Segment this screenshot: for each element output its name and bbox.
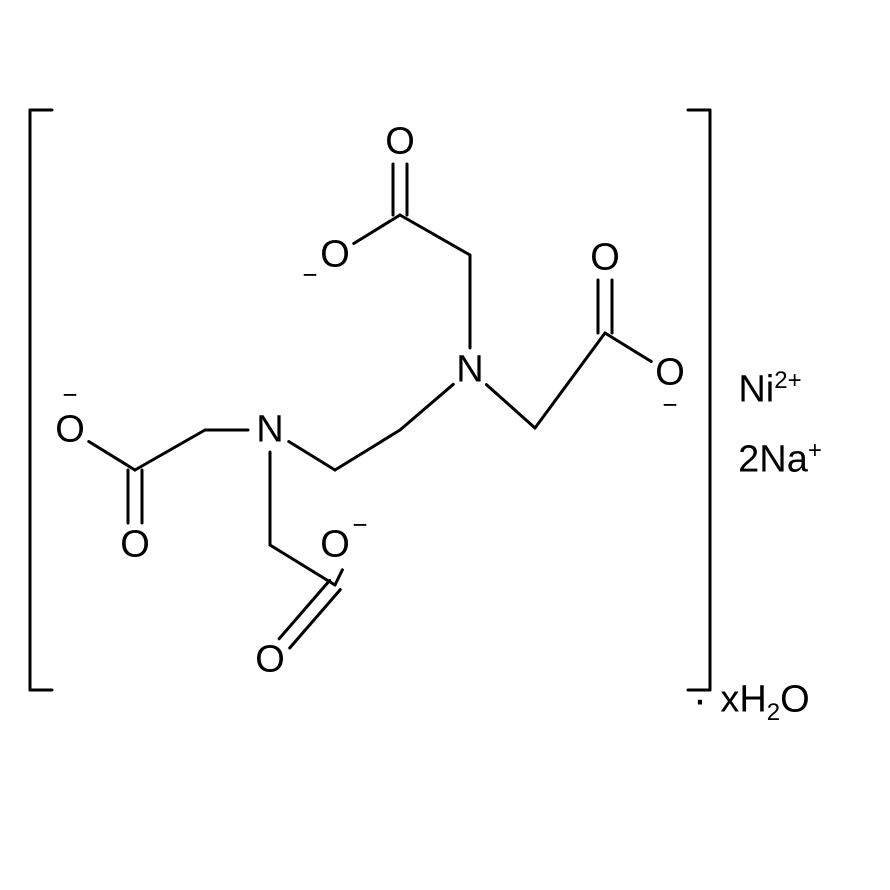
charge-O7: − <box>662 390 677 421</box>
atom-O3: O <box>320 524 350 567</box>
charge-O1: − <box>62 380 77 411</box>
atom-O4: O <box>255 639 285 682</box>
counterion-nickel: Ni2+ <box>738 369 801 412</box>
atom-O2: O <box>120 524 150 567</box>
atom-O8: O <box>590 237 620 280</box>
charge-O5: − <box>302 260 317 291</box>
counterion-sodium: 2Na+ <box>738 439 822 482</box>
charge-O3: − <box>352 510 367 541</box>
hydrate-formula: xH2O <box>720 679 809 722</box>
atom-O6: O <box>385 121 415 164</box>
atom-O5: O <box>320 234 350 277</box>
atom-O7: O <box>655 352 685 395</box>
hydrate-dot: · <box>693 675 708 725</box>
atom-N-left: N <box>256 409 283 452</box>
atom-O1: O <box>55 409 85 452</box>
chemical-structure-canvas: N N O − O O − O O − O O − O Ni2+ 2Na+ · … <box>0 0 890 890</box>
atom-N-right: N <box>456 349 483 392</box>
